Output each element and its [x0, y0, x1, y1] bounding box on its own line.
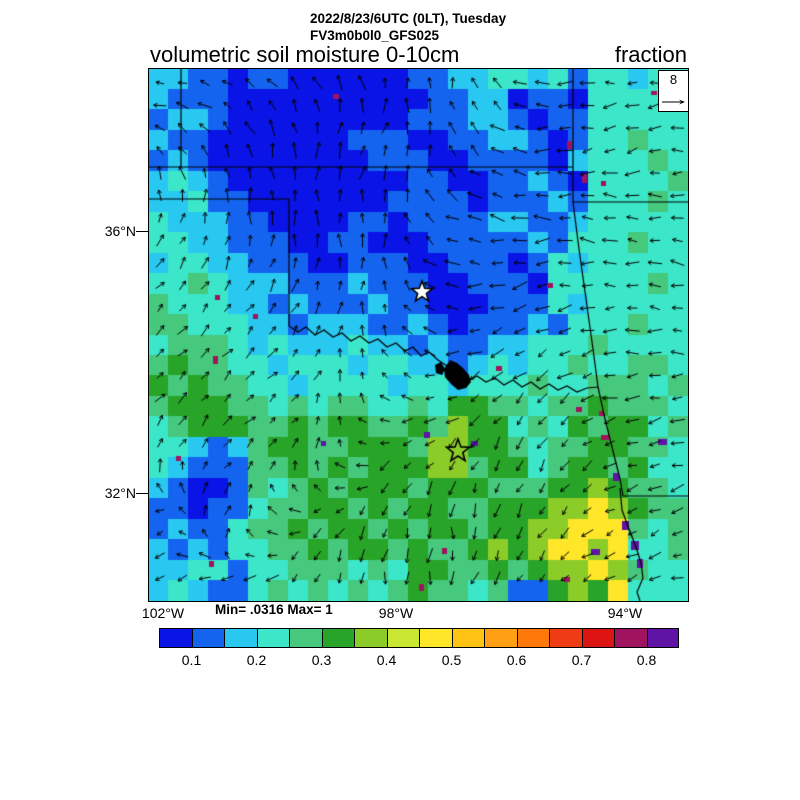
lon-tick-label: 102°W — [141, 605, 185, 621]
reference-vector-box: 8 — [658, 70, 689, 112]
colorbar-tick-label: 0.5 — [441, 652, 462, 668]
colorbar-segment — [614, 628, 648, 648]
colorbar-tick-label: 0.8 — [636, 652, 657, 668]
colorbar — [159, 628, 679, 648]
colorbar-tick-label: 0.4 — [376, 652, 397, 668]
map-frame — [148, 68, 689, 602]
colorbar-segment — [191, 628, 225, 648]
soil-moisture-map — [149, 69, 688, 601]
units-label: fraction — [614, 42, 687, 67]
colorbar-tick-label: 0.1 — [181, 652, 202, 668]
colorbar-segment — [516, 628, 550, 648]
reference-vector-value: 8 — [669, 72, 678, 87]
lon-tick-label: 98°W — [378, 605, 414, 621]
header-model: FV3m0b0l0_GFS025 — [310, 28, 440, 43]
colorbar-segment — [224, 628, 258, 648]
colorbar-segment — [549, 628, 583, 648]
colorbar-segment — [321, 628, 355, 648]
colorbar-segment — [646, 628, 679, 648]
colorbar-tick-label: 0.3 — [311, 652, 332, 668]
lat-tick-mark — [136, 493, 148, 494]
colorbar-segment — [419, 628, 453, 648]
colorbar-tick-label: 0.2 — [246, 652, 267, 668]
colorbar-segment — [289, 628, 323, 648]
colorbar-tick-label: 0.6 — [506, 652, 527, 668]
plot-header: 2022/8/23/6UTC (0LT), Tuesday FV3m0b0l0_… — [310, 10, 506, 44]
plot-title: volumetric soil moisture 0-10cm — [150, 42, 460, 67]
lat-tick-label: 36°N — [104, 223, 136, 239]
colorbar-segment — [159, 628, 193, 648]
colorbar-tick-label: 0.7 — [571, 652, 592, 668]
colorbar-segment — [451, 628, 485, 648]
header-datetime: 2022/8/23/6UTC (0LT), Tuesday — [310, 11, 507, 26]
colorbar-segment — [354, 628, 388, 648]
minmax-label: Min= .0316 Max= 1 — [215, 602, 333, 617]
colorbar-segment — [256, 628, 290, 648]
reference-arrow-icon — [662, 99, 685, 105]
lat-tick-label: 32°N — [104, 485, 136, 501]
lon-tick-label: 94°W — [607, 605, 643, 621]
colorbar-segment — [386, 628, 420, 648]
lat-tick-mark — [136, 231, 148, 232]
colorbar-segment — [484, 628, 518, 648]
colorbar-segment — [581, 628, 615, 648]
